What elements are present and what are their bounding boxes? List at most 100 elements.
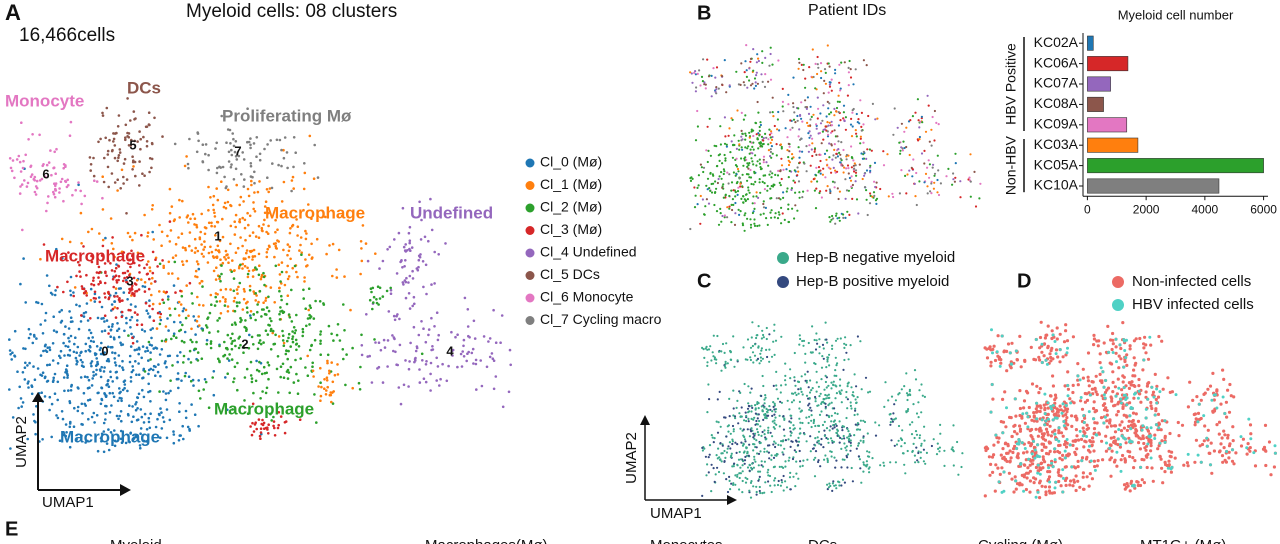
cell-dot [947, 167, 950, 170]
cell-dot [407, 367, 411, 371]
cell-dot [215, 266, 218, 270]
cell-dot [1109, 338, 1113, 342]
cell-dot [736, 443, 739, 446]
cell-dot [274, 333, 277, 337]
cell-dot [343, 329, 346, 332]
cell-dot [762, 206, 766, 209]
cell-dot [291, 340, 295, 344]
cell-dot [146, 349, 150, 353]
cell-dot [723, 59, 726, 62]
cell-dot [1125, 353, 1129, 357]
cell-dot [768, 128, 771, 131]
cell-dot [839, 392, 842, 395]
cell-dot [145, 440, 148, 443]
cell-dot [697, 174, 701, 177]
cell-dot [908, 153, 911, 157]
cell-dot [92, 283, 96, 287]
cell-dot [89, 331, 93, 335]
cell-dot [133, 160, 137, 164]
cell-dot [1121, 380, 1125, 384]
cell-dot [162, 420, 166, 424]
cell-dot [178, 216, 181, 219]
cell-dot [835, 432, 839, 435]
cell-dot [69, 334, 73, 338]
cell-dot [809, 450, 812, 453]
cell-dot [148, 299, 151, 302]
cell-dot [763, 414, 766, 417]
cell-dot [772, 401, 775, 404]
cell-dot [145, 263, 149, 266]
cell-dot [1024, 487, 1028, 492]
cell-dot [19, 185, 22, 188]
cell-dot [419, 253, 422, 256]
cell-dot [764, 73, 767, 76]
cell-dot [1079, 437, 1084, 441]
cell-dot [810, 414, 813, 417]
cell-dot [782, 196, 785, 199]
cell-dot [24, 361, 27, 365]
cell-dot [360, 247, 363, 250]
cell-dot [64, 423, 68, 426]
cell-dot [214, 292, 218, 295]
cell-dot [411, 304, 415, 308]
cell-dot [935, 453, 939, 456]
cell-dot [1029, 345, 1033, 349]
cell-dot [276, 239, 279, 242]
cell-dot [133, 139, 136, 143]
cell-dot [1128, 454, 1132, 459]
cell-dot [1035, 419, 1039, 423]
cell-dot [278, 138, 282, 142]
cell-dot [825, 149, 829, 152]
cell-dot [830, 401, 833, 404]
cell-dot [769, 197, 772, 200]
cell-dot [787, 438, 790, 441]
cell-dot [386, 339, 390, 342]
cell-dot [773, 484, 776, 487]
cell-dot [1194, 438, 1198, 442]
cell-dot [806, 458, 809, 461]
cell-dot [358, 388, 362, 391]
cell-dot [815, 127, 818, 130]
cell-dot [850, 175, 853, 178]
cell-dot [790, 417, 793, 420]
cell-dot [724, 193, 727, 196]
cell-dot [219, 258, 222, 262]
cell-dot [836, 428, 839, 431]
cell-dot [232, 289, 236, 293]
cell-dot [825, 386, 828, 389]
cell-dot [1086, 351, 1091, 355]
cell-dot [745, 419, 748, 423]
cell-dot [153, 116, 156, 120]
cell-dot [943, 449, 946, 452]
cell-dot [1202, 439, 1206, 443]
cell-dot [857, 118, 860, 121]
cell-dot [1044, 445, 1048, 449]
cell-dot [118, 387, 121, 390]
cell-dot [780, 157, 783, 160]
cell-dot [774, 477, 777, 480]
cell-dot [1180, 423, 1185, 427]
cell-dot [471, 347, 475, 351]
cell-dot [135, 401, 138, 404]
cell-dot [69, 275, 73, 279]
cell-dot [241, 308, 245, 311]
cell-dot [764, 132, 767, 135]
cell-dot [1141, 368, 1145, 372]
cell-dot [133, 348, 137, 352]
cell-dot [91, 336, 94, 339]
cell-dot [400, 259, 403, 262]
cell-dot [283, 421, 287, 424]
cell-dot [758, 470, 762, 473]
cell-dot [1110, 449, 1114, 453]
cell-dot [109, 328, 113, 332]
cell-dot [177, 377, 180, 381]
cell-dot [1111, 342, 1115, 346]
cell-dot [759, 166, 762, 169]
cell-dot [828, 156, 831, 159]
cell-dot [802, 63, 805, 66]
cell-dot [788, 427, 792, 430]
cell-dot [165, 436, 169, 440]
cell-dot [731, 118, 734, 121]
cell-dot [853, 170, 856, 173]
cell-dot [852, 391, 855, 394]
